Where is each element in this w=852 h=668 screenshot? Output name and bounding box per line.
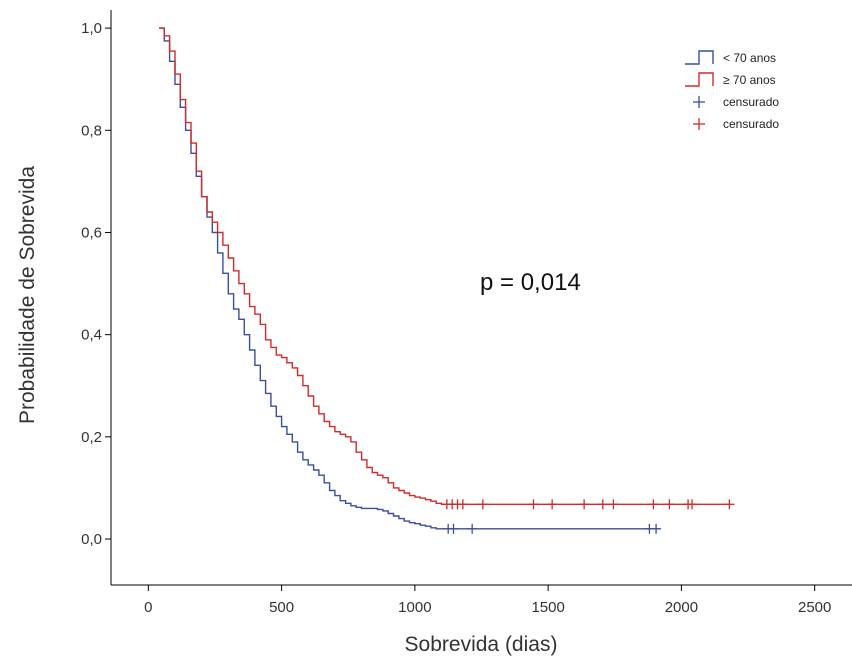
censor-marks: [441, 499, 735, 534]
survival-curves: [159, 27, 730, 530]
censor-mark-70-plus: [687, 499, 698, 510]
legend-swatch: [685, 50, 714, 65]
censor-mark-70-plus: [477, 499, 488, 510]
survival-curve-70-plus: [159, 27, 730, 505]
legend-item: < 70 anos: [685, 50, 776, 65]
legend: < 70 anos ≥ 70 anos censurado censurado: [685, 50, 779, 131]
y-tick-label: 0,8: [81, 122, 102, 139]
censor-mark-70-plus: [528, 499, 539, 510]
survival-curve-under-70: [159, 27, 661, 530]
y-tick-label: 1,0: [81, 20, 102, 37]
censor-mark-70-plus: [597, 499, 608, 510]
legend-item: ≥ 70 anos: [685, 72, 776, 87]
y-tick-label: 0,2: [81, 429, 102, 446]
legend-censor-swatch: [693, 118, 705, 130]
axes: 0,0 0,2 0,4 0,6 0,8 1,0 0 500 1000 1500 2000 2500: [81, 10, 852, 616]
legend-label: < 70 anos: [723, 51, 776, 65]
x-tick-label: 1500: [531, 599, 564, 616]
censor-mark-under-70: [467, 523, 478, 534]
censor-mark-70-plus: [724, 499, 735, 510]
legend-censor-swatch: [693, 96, 705, 108]
legend-swatch: [685, 72, 714, 87]
censor-mark-under-70: [651, 523, 662, 534]
censor-mark-70-plus: [579, 499, 590, 510]
y-tick-label: 0,0: [81, 531, 102, 548]
censor-mark-under-70: [448, 523, 459, 534]
legend-label: censurado: [723, 95, 779, 109]
x-tick-label: 1000: [398, 599, 431, 616]
legend-label: ≥ 70 anos: [723, 73, 776, 87]
legend-item: censurado: [693, 117, 779, 131]
x-tick-label: 0: [144, 599, 152, 616]
y-tick-label: 0,6: [81, 224, 102, 241]
x-tick-label: 500: [269, 599, 294, 616]
censor-mark-70-plus: [608, 499, 619, 510]
censor-mark-70-plus: [547, 499, 558, 510]
censor-mark-70-plus: [648, 499, 659, 510]
legend-item: censurado: [693, 95, 779, 109]
x-tick-label: 2500: [798, 599, 831, 616]
y-axis-title: Probabilidade de Sobrevida: [16, 166, 39, 424]
censor-mark-70-plus: [664, 499, 675, 510]
x-tick-label: 2000: [665, 599, 698, 616]
legend-label: censurado: [723, 117, 779, 131]
p-value-annotation: p = 0,014: [480, 269, 581, 296]
x-axis-title: Sobrevida (dias): [405, 633, 558, 656]
y-tick-label: 0,4: [81, 327, 102, 344]
censor-mark-70-plus: [457, 499, 468, 510]
